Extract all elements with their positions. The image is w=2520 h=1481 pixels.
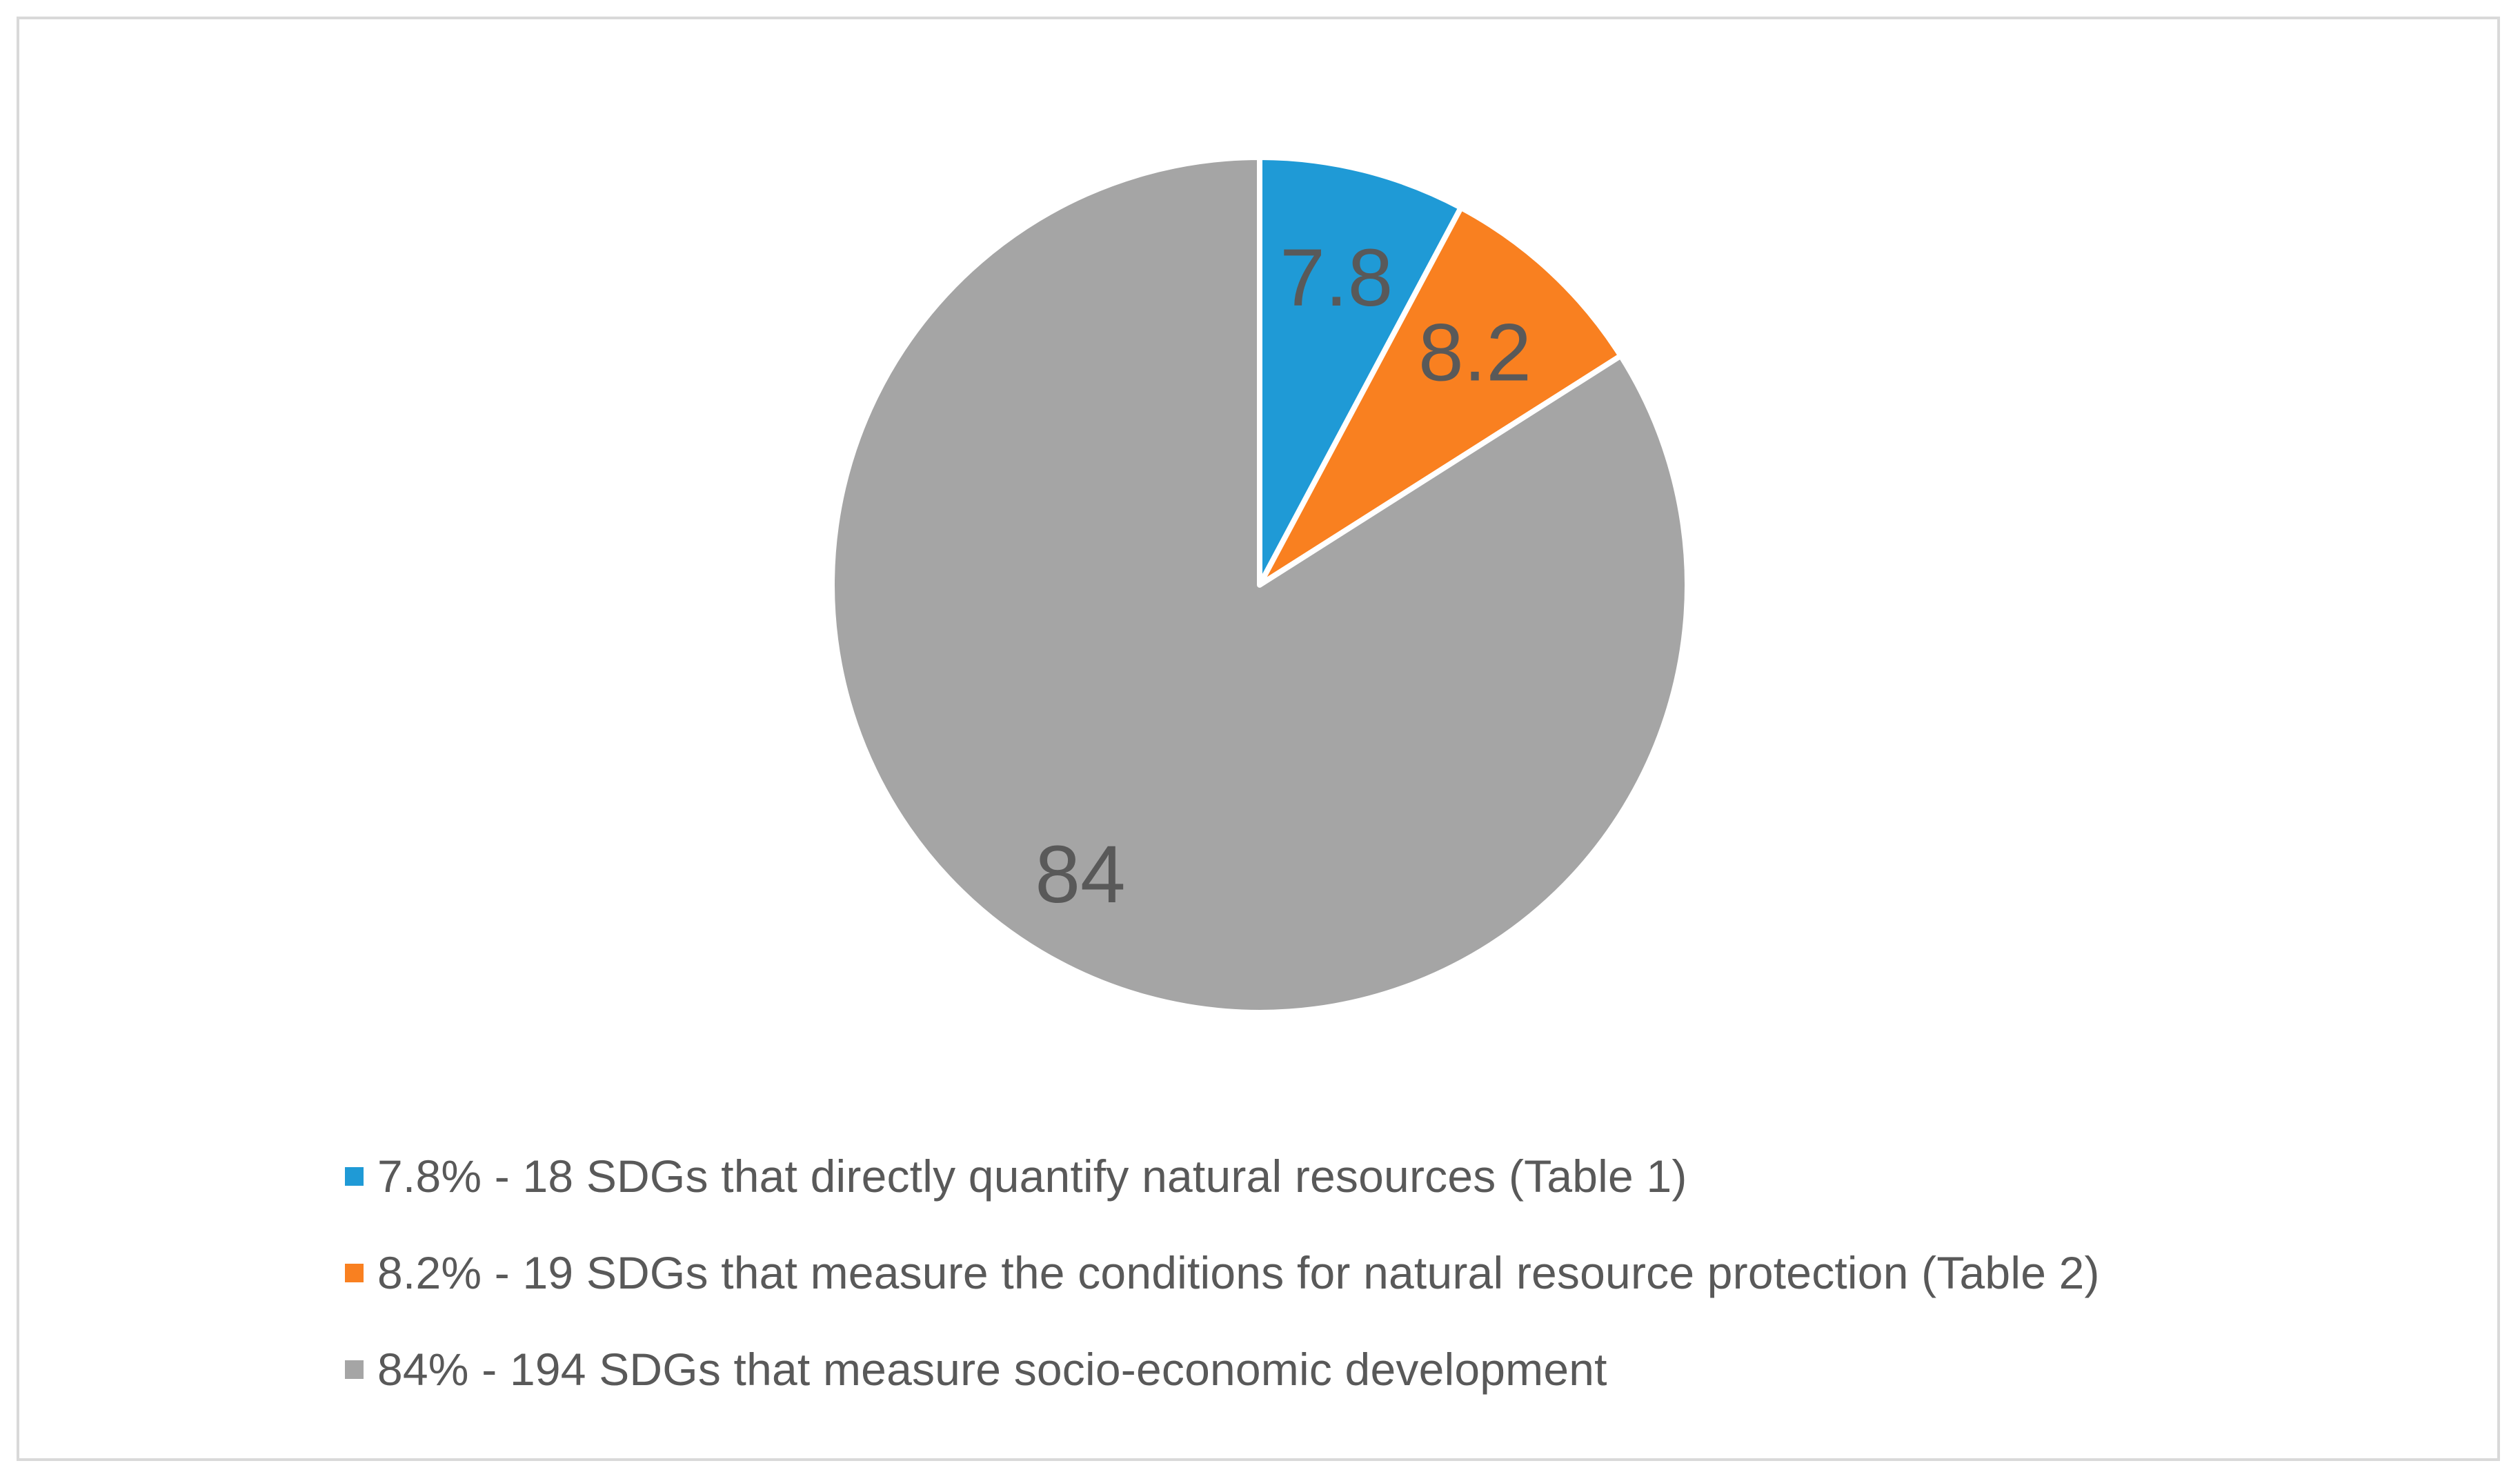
data-label-socio-economic: 84 [1035, 829, 1125, 920]
legend-label-resource-protection: 8.2% - 19 SDGs that measure the conditio… [377, 1247, 2100, 1298]
pie-slice-socio-economic [829, 155, 1690, 1015]
legend-swatch-socio-economic [345, 1360, 364, 1379]
legend-item: 8.2% - 19 SDGs that measure the conditio… [345, 1245, 2100, 1300]
legend-label-natural-resources: 7.8% - 18 SDGs that directly quantify na… [377, 1151, 1687, 1202]
legend-item: 84% - 194 SDGs that measure socio-econom… [345, 1342, 2100, 1397]
legend-swatch-natural-resources [345, 1166, 364, 1186]
data-label-resource-protection: 8.2 [1418, 308, 1531, 399]
legend: 7.8% - 18 SDGs that directly quantify na… [345, 1149, 2100, 1397]
pie-slice-resource-protection [1257, 204, 1624, 588]
legend-label-socio-economic: 84% - 194 SDGs that measure socio-econom… [377, 1344, 1607, 1395]
data-label-natural-resources: 7.8 [1280, 232, 1393, 324]
legend-swatch-resource-protection [345, 1263, 364, 1282]
legend-item: 7.8% - 18 SDGs that directly quantify na… [345, 1149, 2100, 1204]
pie-slice-natural-resources [1257, 155, 1464, 588]
